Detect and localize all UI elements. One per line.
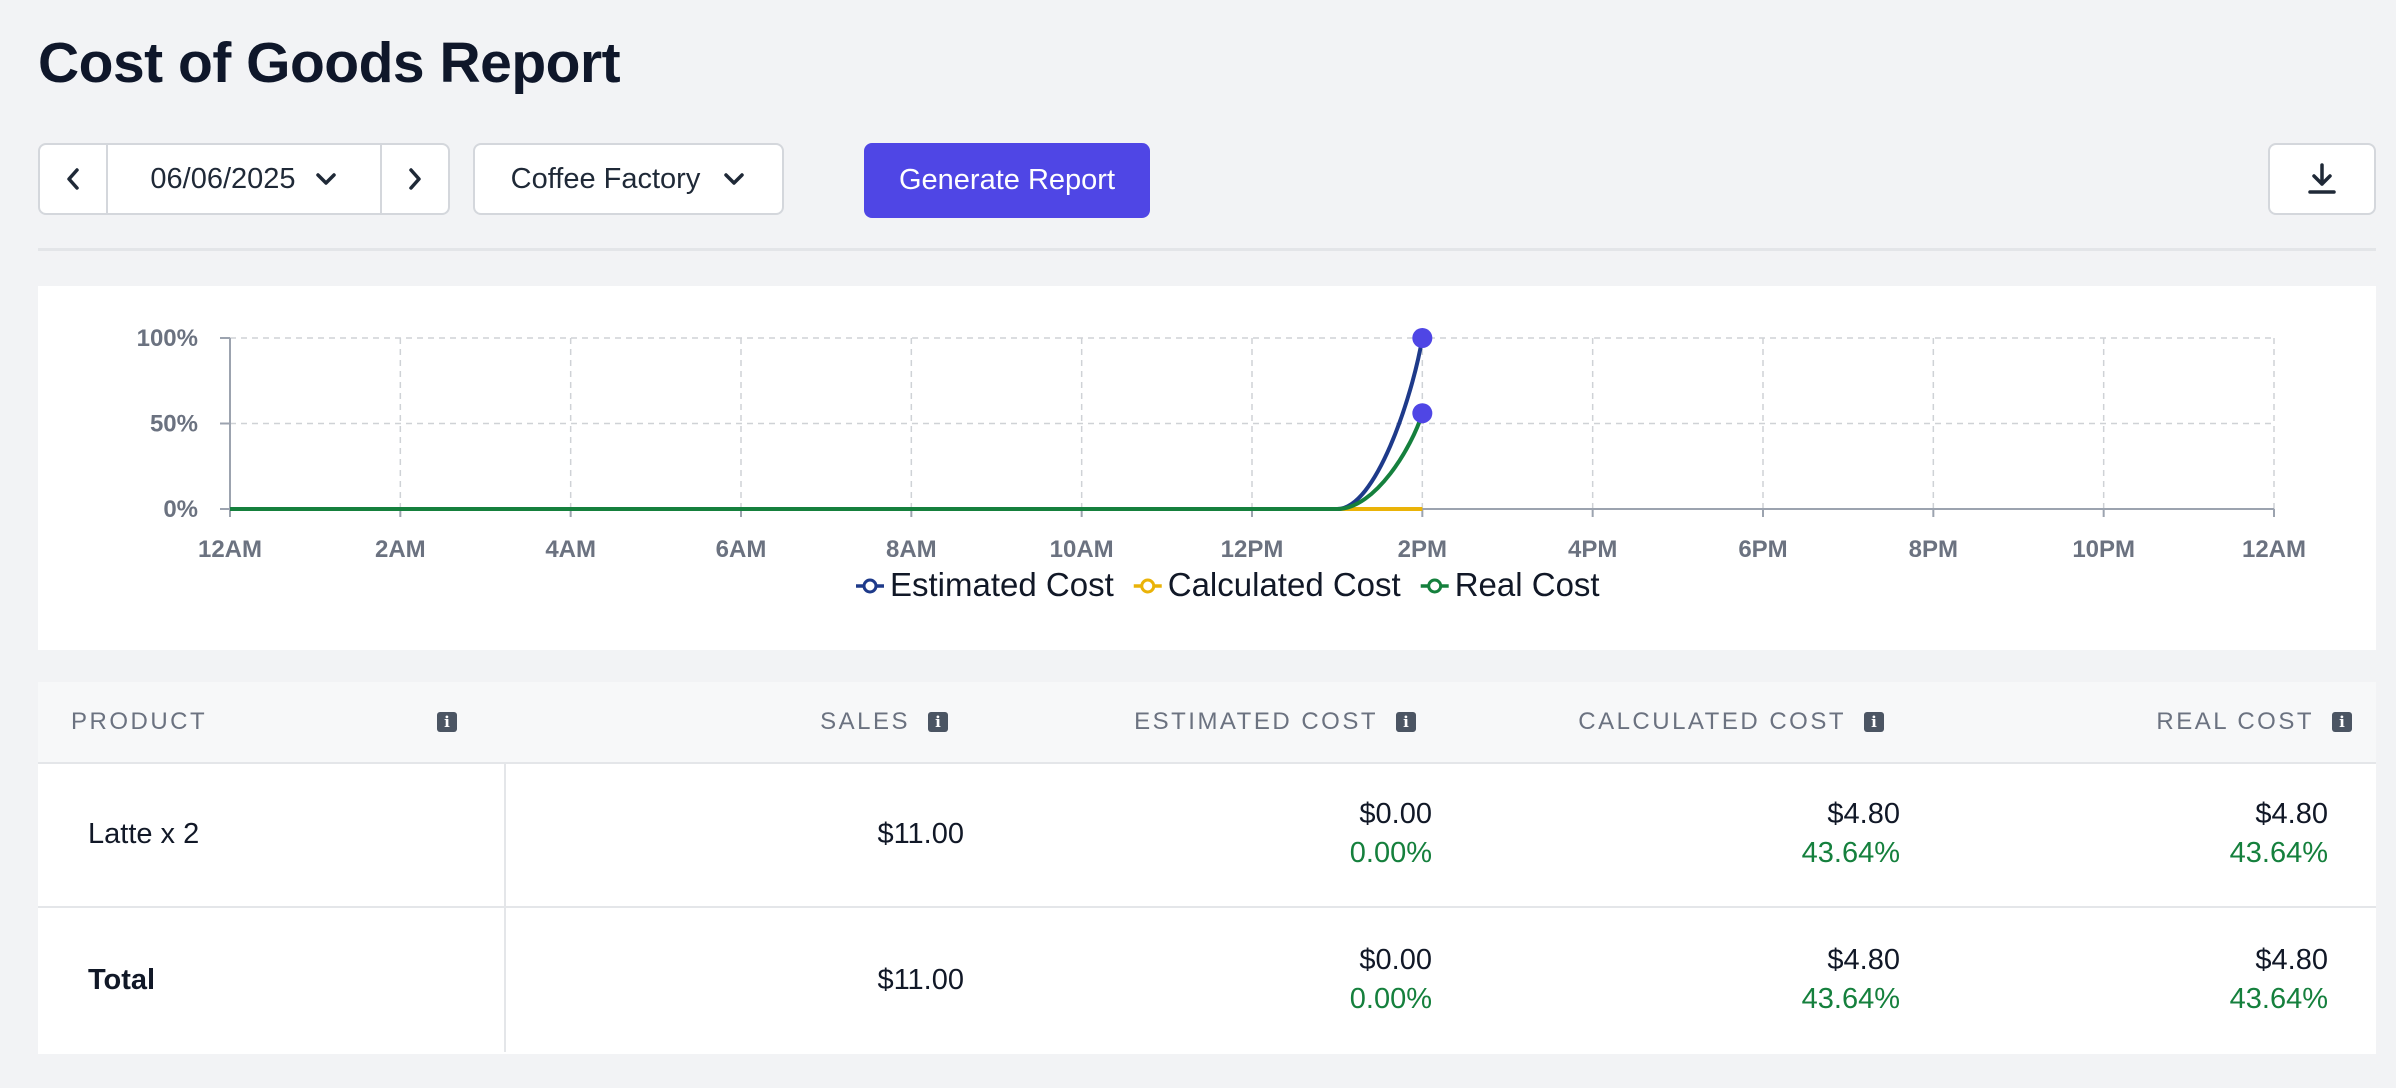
total-calculated-cost-percent: 43.64%	[1801, 983, 1900, 1015]
date-value: 06/06/2025	[150, 162, 296, 195]
estimated-cost-value: $0.00	[1359, 798, 1432, 830]
header-calculated-label: CALCULATED COST	[1578, 708, 1846, 735]
real-cost-legend-label: Real Cost	[1455, 566, 1600, 603]
total-sales-cell: $11.00	[877, 908, 964, 1052]
table-total-row: Total $11.00 $0.00 0.00% $4.80 43.64% $4…	[38, 908, 2376, 1052]
header-estimated-cost: ESTIMATED COST i	[1134, 682, 1416, 762]
date-picker-group: 06/06/2025	[38, 143, 450, 215]
x-tick-label: 8AM	[886, 536, 937, 563]
y-tick-label: 50%	[150, 411, 198, 438]
calculated-cost-percent: 43.64%	[1801, 837, 1900, 869]
calculated-cost-legend-marker	[1140, 578, 1156, 594]
real-cost-point	[1412, 403, 1433, 424]
x-tick-label: 8PM	[1909, 536, 1958, 563]
location-select[interactable]: Coffee Factory	[473, 143, 784, 215]
info-icon[interactable]: i	[1396, 712, 1416, 732]
info-icon[interactable]: i	[1864, 712, 1884, 732]
column-divider	[504, 762, 506, 906]
x-tick-label: 10AM	[1050, 536, 1114, 563]
x-tick-label: 4AM	[545, 536, 596, 563]
real-cost-percent: 43.64%	[2229, 837, 2328, 869]
generate-report-button[interactable]: Generate Report	[864, 143, 1150, 218]
estimated-cost-cell: $0.00 0.00%	[1350, 762, 1432, 906]
header-product-label: PRODUCT	[71, 708, 208, 735]
product-cell: Latte x 2	[88, 817, 200, 850]
column-divider	[504, 908, 506, 1052]
x-tick-label: 6PM	[1738, 536, 1787, 563]
total-estimated-cost-cell: $0.00 0.00%	[1350, 908, 1432, 1052]
next-day-button[interactable]	[382, 145, 448, 213]
header-sales: SALES i	[820, 682, 948, 762]
calculated-cost-cell: $4.80 43.64%	[1802, 762, 1900, 906]
y-tick-label: 0%	[163, 496, 198, 523]
estimated-cost-percent: 0.00%	[1349, 837, 1432, 869]
x-tick-label: 2PM	[1398, 536, 1447, 563]
header-calculated-cost: CALCULATED COST i	[1578, 682, 1884, 762]
calculated-cost-value: $4.80	[1827, 798, 1900, 830]
download-button[interactable]	[2268, 143, 2376, 215]
total-estimated-cost-value: $0.00	[1359, 944, 1432, 976]
sales-value: $11.00	[877, 817, 964, 850]
real-cost-legend-marker	[1427, 578, 1443, 594]
x-tick-label: 12PM	[1221, 536, 1284, 563]
header-real-label: REAL COST	[2156, 708, 2314, 735]
estimated-cost-legend-marker	[862, 578, 878, 594]
x-tick-label: 6AM	[716, 536, 767, 563]
location-value: Coffee Factory	[510, 162, 701, 195]
calculated-cost-legend-label: Calculated Cost	[1168, 566, 1401, 603]
x-tick-label: 12AM	[198, 536, 262, 563]
chevron-right-icon	[409, 168, 421, 190]
chevron-down-icon	[315, 173, 336, 185]
total-estimated-cost-percent: 0.00%	[1349, 983, 1432, 1015]
sales-cell: $11.00	[877, 762, 964, 906]
estimated-cost-legend-label: Estimated Cost	[890, 566, 1114, 603]
total-sales-value: $11.00	[877, 963, 964, 996]
toolbar-divider	[38, 248, 2376, 251]
total-real-cost-percent: 43.64%	[2229, 983, 2328, 1015]
x-tick-label: 4PM	[1568, 536, 1617, 563]
info-icon[interactable]: i	[437, 712, 457, 732]
total-real-cost-value: $4.80	[2255, 944, 2328, 976]
previous-day-button[interactable]	[40, 145, 106, 213]
total-label: Total	[88, 963, 156, 996]
real-cost-line	[230, 412, 1425, 511]
info-icon[interactable]: i	[2332, 712, 2352, 732]
y-tick-label: 100%	[137, 325, 198, 352]
real-cost-value: $4.80	[2255, 798, 2328, 830]
total-calculated-cost-value: $4.80	[1827, 944, 1900, 976]
x-tick-label: 12AM	[2242, 536, 2306, 563]
cost-line-chart: 0% 50% 100% 12AM 2AM 4AM 6AM 8AM 10AM 12PM 2PM 4PM 6…	[137, 325, 2306, 603]
header-sales-label: SALES	[820, 708, 910, 735]
info-icon[interactable]: i	[928, 712, 948, 732]
chevron-down-icon	[724, 173, 745, 185]
x-tick-label: 10PM	[2072, 536, 2135, 563]
download-icon	[2308, 163, 2336, 194]
header-real-cost: REAL COST i	[2156, 682, 2352, 762]
header-estimated-label: ESTIMATED COST	[1134, 708, 1378, 735]
header-product-info[interactable]: i	[437, 682, 457, 762]
x-tick-label: 2AM	[375, 536, 426, 563]
table-header: PRODUCT i SALES i ESTIMATED COST i CALCU…	[38, 682, 2376, 764]
date-select[interactable]: 06/06/2025	[106, 145, 382, 213]
cost-chart-card: 0% 50% 100% 12AM 2AM 4AM 6AM 8AM 10AM 12PM 2PM 4PM 6…	[38, 286, 2376, 650]
total-calculated-cost-cell: $4.80 43.64%	[1802, 908, 1900, 1052]
page-title: Cost of Goods Report	[38, 31, 621, 95]
table-row: Latte x 2 $11.00 $0.00 0.00% $4.80 43.64…	[38, 762, 2376, 908]
real-cost-cell: $4.80 43.64%	[2230, 762, 2328, 906]
total-real-cost-cell: $4.80 43.64%	[2230, 908, 2328, 1052]
cost-table: PRODUCT i SALES i ESTIMATED COST i CALCU…	[38, 682, 2376, 1054]
header-product: PRODUCT	[71, 682, 207, 762]
chevron-left-icon	[67, 168, 79, 190]
estimated-cost-point	[1412, 328, 1433, 348]
